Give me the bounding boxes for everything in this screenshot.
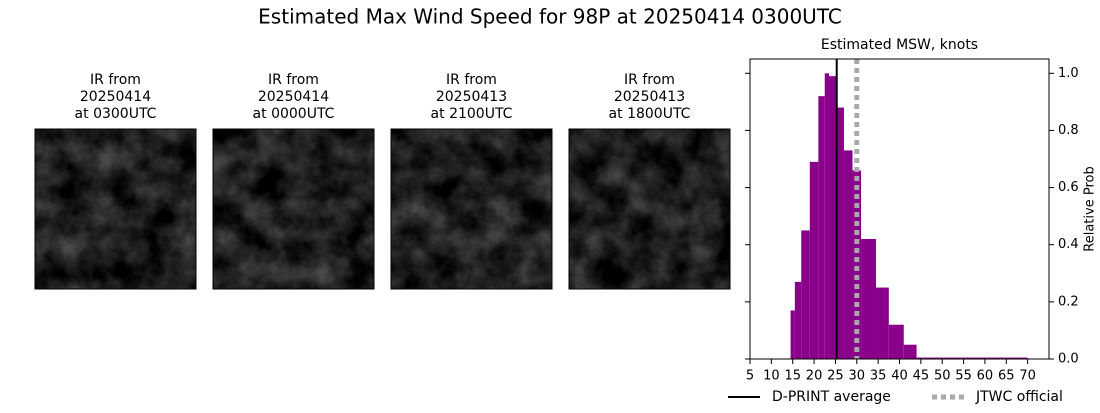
figure-title: Estimated Max Wind Speed for 98P at 2025… [258, 5, 842, 29]
y-tick-label: 1.0 [1058, 66, 1079, 81]
x-tick-label: 35 [870, 369, 887, 384]
chart-title: Estimated MSW, knots [821, 37, 978, 53]
x-tick-label: 5 [746, 369, 754, 384]
image-title: at 1800UTC [609, 106, 691, 122]
ir-image [569, 129, 730, 289]
image-title: 20250414 [258, 89, 329, 105]
histogram-bar [809, 161, 819, 359]
y-tick-label: 0.8 [1058, 123, 1079, 138]
x-tick-label: 30 [849, 369, 866, 384]
histogram-bar [876, 287, 889, 359]
histogram-bar [852, 170, 862, 359]
legend-label: D-PRINT average [772, 389, 891, 405]
histogram-bar [916, 357, 1028, 359]
image-title: IR from [268, 72, 319, 88]
histogram-bar [801, 230, 810, 359]
histogram-bar [824, 73, 830, 360]
x-tick-label: 20 [806, 369, 823, 384]
histogram-bar [903, 344, 917, 359]
y-axis-label: Relative Prob [1083, 166, 1098, 251]
image-title: at 0000UTC [253, 106, 335, 122]
histogram-bar [843, 150, 853, 359]
ir-image [35, 129, 196, 289]
histogram-bar [829, 76, 838, 360]
histogram-bar [861, 239, 877, 359]
histogram-bar [837, 107, 844, 359]
image-title: at 2100UTC [431, 106, 513, 122]
image-title: at 0300UTC [75, 106, 157, 122]
x-tick-label: 50 [934, 369, 951, 384]
histogram-bar [818, 96, 825, 360]
image-title: 20250413 [614, 89, 685, 105]
x-tick-label: 55 [955, 369, 972, 384]
legend-label: JTWC official [975, 389, 1063, 405]
histogram-bar [794, 281, 802, 359]
image-title: 20250413 [436, 89, 507, 105]
image-frame [212, 128, 375, 290]
image-title: 20250414 [80, 89, 151, 105]
x-tick-label: 65 [998, 369, 1015, 384]
y-tick-label: 0.4 [1058, 237, 1079, 252]
y-tick-label: 0.2 [1058, 294, 1079, 309]
x-tick-label: 70 [1019, 369, 1036, 384]
histogram-bar [790, 310, 795, 359]
x-tick-label: 15 [784, 369, 801, 384]
ir-image [213, 129, 374, 289]
y-tick-label: 0.0 [1058, 352, 1079, 367]
x-tick-label: 25 [827, 369, 844, 384]
x-tick-label: 10 [763, 369, 780, 384]
image-frame [568, 128, 731, 290]
image-frame [34, 128, 197, 290]
x-tick-label: 45 [913, 369, 930, 384]
image-title: IR from [624, 72, 675, 88]
image-title: IR from [446, 72, 497, 88]
histogram-bar [888, 324, 904, 359]
image-title: IR from [90, 72, 141, 88]
image-frame [390, 128, 553, 290]
x-tick-label: 40 [891, 369, 908, 384]
ir-image [391, 129, 552, 289]
x-tick-label: 60 [977, 369, 994, 384]
y-tick-label: 0.6 [1058, 180, 1079, 195]
